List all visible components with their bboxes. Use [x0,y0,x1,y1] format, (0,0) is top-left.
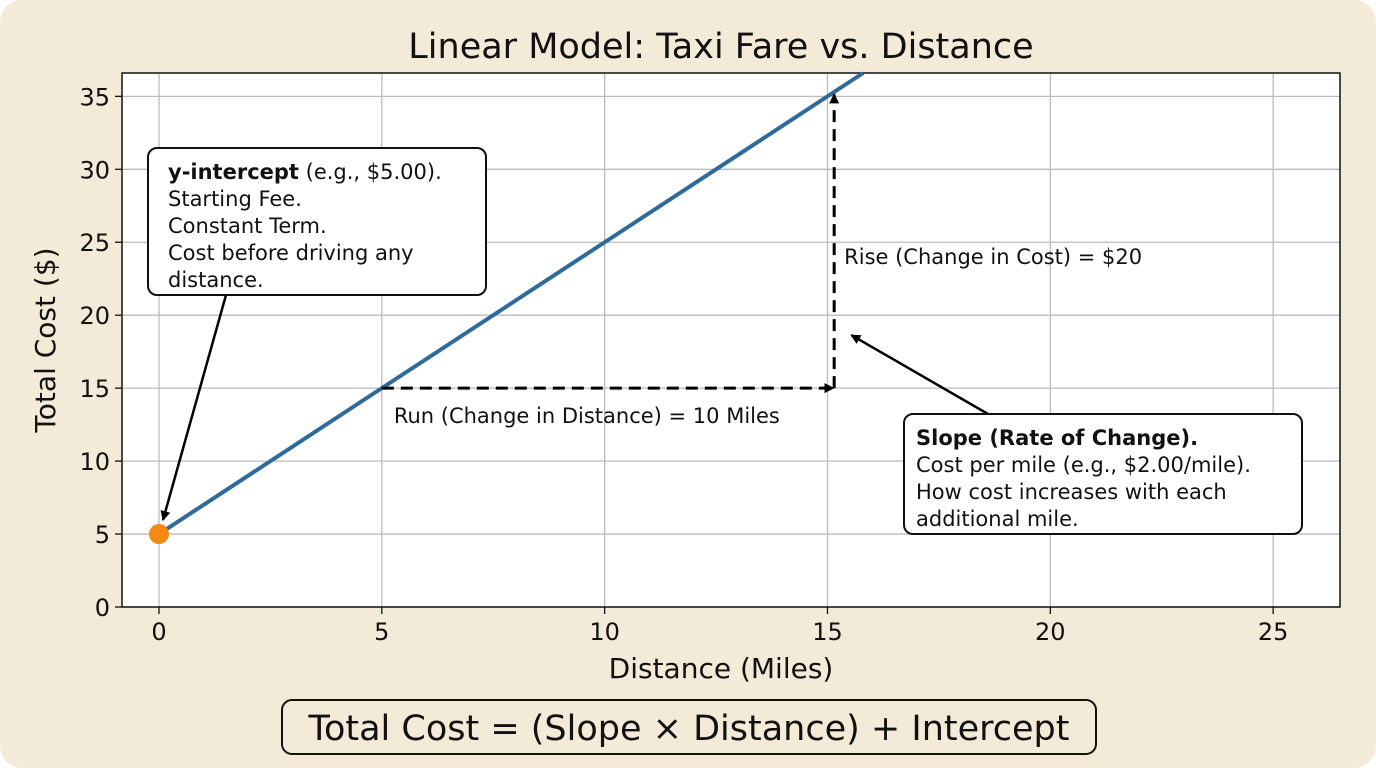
y-tick-label: 30 [79,156,110,184]
intercept-annotation-line: Constant Term. [168,214,327,238]
intercept-annotation-box [147,147,487,296]
intercept-annotation-line: distance. [168,268,264,292]
x-axis-label: Distance (Miles) [609,652,834,685]
intercept-annotation-line: Starting Fee. [168,187,302,211]
x-tick-label: 15 [812,618,843,646]
y-axis-label: Total Cost ($) [29,247,62,433]
slope-annotation-line: Cost per mile (e.g., $2.00/mile). [916,453,1251,477]
intercept-annotation-arrow [160,294,228,522]
x-tick-label: 0 [151,618,166,646]
plot-frame [121,72,1341,608]
y-tick-label: 15 [79,375,110,403]
slope-annotation-line: How cost increases with each [916,480,1227,504]
x-tick-label: 25 [1258,618,1289,646]
intercept-annotation-line: y-intercept (e.g., $5.00). [168,160,442,184]
intercept-point [148,524,169,545]
y-tick-label: 5 [95,521,110,549]
slope-annotation-line: additional mile. [916,507,1079,531]
rise-label: Rise (Change in Cost) = $20 [844,245,1142,269]
chart-title: Linear Model: Taxi Fare vs. Distance [408,27,1033,67]
slope-annotation-box [903,413,1303,535]
formula-box [281,699,1097,755]
x-tick-label: 5 [374,618,389,646]
intercept-annotation-line: Cost before driving any [168,241,414,265]
fare-line [157,71,865,536]
y-tick-label: 0 [95,594,110,622]
slope-annotation-arrow [850,333,989,416]
y-tick-label: 20 [79,302,110,330]
run-label: Run (Change in Distance) = 10 Miles [394,404,780,428]
y-tick-label: 10 [79,448,110,476]
x-tick-label: 10 [589,618,620,646]
x-tick-label: 20 [1035,618,1066,646]
y-tick-label: 35 [79,83,110,111]
formula-text: Total Cost = (Slope × Distance) + Interc… [308,709,1070,749]
y-tick-label: 25 [79,229,110,257]
slope-annotation-title: Slope (Rate of Change). [916,426,1198,450]
